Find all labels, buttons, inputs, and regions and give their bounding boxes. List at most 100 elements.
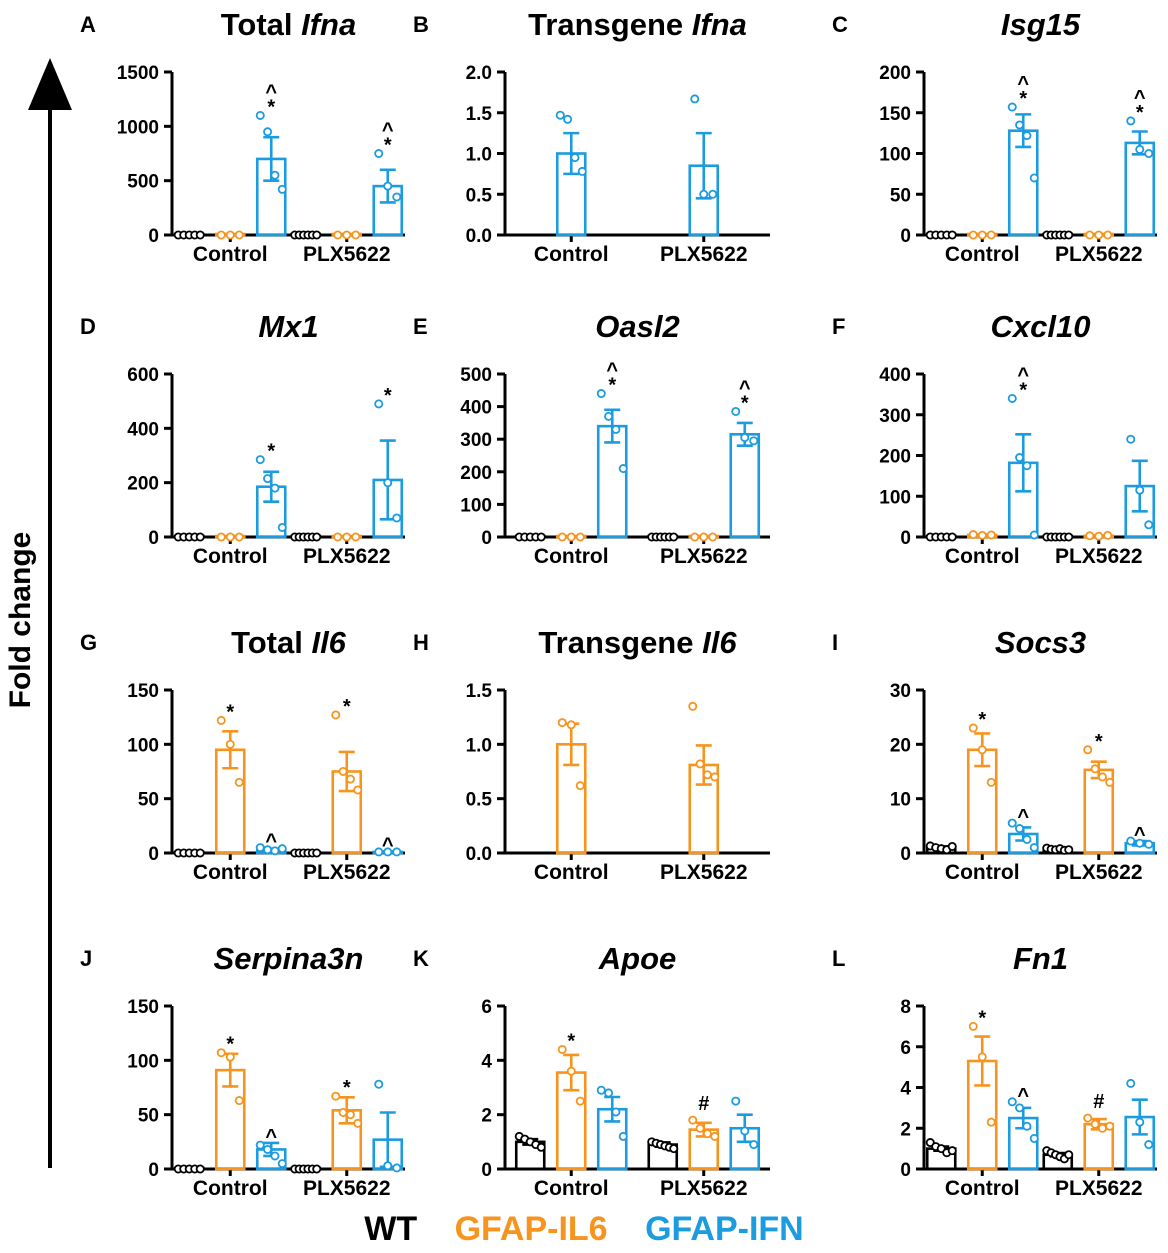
significance-caret: ^	[382, 120, 394, 142]
y-tick-label: 10	[890, 790, 911, 811]
legend: WT GFAP-IL6 GFAP-IFN	[0, 1210, 1168, 1249]
data-point	[618, 1131, 628, 1141]
y-tick-label: 100	[879, 145, 911, 166]
x-tick-label: Control	[193, 1177, 268, 1200]
panel-g: G Total Il6 0 50 100 150 Control PLX5622 * ^ * ^	[80, 625, 405, 884]
significance-asterisk: *	[267, 441, 275, 463]
data-point	[353, 785, 363, 795]
x-tick-label: Control	[945, 1177, 1020, 1200]
data-point	[277, 1159, 287, 1169]
data-point	[575, 532, 585, 542]
data-point	[392, 847, 402, 857]
legend-gfap-il6: GFAP-IL6	[454, 1210, 608, 1248]
panel-letter: A	[80, 12, 96, 37]
data-point	[1144, 148, 1154, 158]
data-point	[1007, 818, 1017, 828]
data-point	[1135, 144, 1145, 154]
panel-letter: J	[80, 946, 92, 971]
significance-asterisk: *	[1019, 379, 1027, 401]
title-gene-name: Il6	[311, 625, 346, 660]
data-point	[731, 406, 741, 416]
y-tick-label: 20	[890, 735, 911, 756]
data-point	[255, 843, 265, 853]
significance-asterisk: *	[978, 1007, 986, 1029]
significance-asterisk: *	[567, 1030, 575, 1052]
panel-title: Transgene Ifna	[528, 7, 747, 42]
y-tick-label: 0.5	[466, 185, 493, 206]
x-tick-label: PLX5622	[303, 545, 391, 568]
data-point	[740, 433, 750, 443]
panel-title: Apoe	[598, 941, 677, 976]
data-point	[690, 94, 700, 104]
significance-hash: #	[1093, 1091, 1104, 1113]
x-tick-label: PLX5622	[303, 861, 391, 884]
data-point	[1097, 1123, 1107, 1133]
y-tick-label: 30	[890, 681, 911, 702]
panel-title: Fn1	[1013, 941, 1068, 976]
y-tick-label: 150	[127, 681, 159, 702]
legend-gfap-ifn: GFAP-IFN	[645, 1210, 804, 1248]
y-tick-label: 0.0	[466, 226, 492, 247]
data-point	[731, 1096, 741, 1106]
significance-asterisk: *	[384, 135, 392, 157]
data-point	[618, 464, 628, 474]
data-point	[351, 532, 361, 542]
data-point	[977, 745, 987, 755]
x-tick-label: Control	[193, 243, 268, 266]
data-point	[710, 772, 720, 782]
data-point	[695, 759, 705, 769]
data-point	[669, 1144, 679, 1154]
data-point	[1090, 764, 1100, 774]
significance-asterisk: *	[1136, 102, 1144, 124]
x-tick-label: Control	[193, 861, 268, 884]
data-point	[270, 1151, 280, 1161]
title-gene-name: Il6	[702, 625, 737, 660]
significance-asterisk: *	[741, 392, 749, 414]
panel-h: H Transgene Il6 0.0 0.5 1.0 1.5 Control PLX5622	[413, 625, 770, 884]
y-tick-label: 400	[127, 419, 159, 440]
y-tick-label: 150	[127, 997, 159, 1018]
y-tick-label: 1000	[117, 117, 159, 138]
panel-title: Cxcl10	[991, 309, 1091, 344]
data-point	[1135, 1117, 1145, 1127]
data-point	[312, 848, 322, 858]
data-point	[977, 530, 987, 540]
data-point	[277, 522, 287, 532]
data-point	[1007, 393, 1017, 403]
x-tick-label: Control	[945, 243, 1020, 266]
significance-asterisk: *	[226, 701, 234, 723]
arrow-head-icon	[28, 58, 72, 110]
data-point	[270, 170, 280, 180]
data-point	[1022, 461, 1032, 471]
data-point	[977, 230, 987, 240]
data-point	[234, 777, 244, 787]
panel-k: K Apoe 0 2 4 6 Control PLX5622 * #	[413, 941, 770, 1200]
data-point	[749, 436, 759, 446]
data-point	[383, 181, 393, 191]
x-tick-label: Control	[945, 861, 1020, 884]
title-gene-name: Mx1	[258, 309, 318, 344]
significance-asterisk: *	[343, 696, 351, 718]
y-tick-label: 0	[900, 1160, 911, 1181]
significance-caret: ^	[1017, 73, 1029, 95]
title-gene-name: Fn1	[1013, 941, 1068, 976]
data-point	[195, 848, 205, 858]
data-point	[1126, 1078, 1136, 1088]
y-tick-label: 500	[460, 365, 492, 386]
data-point	[255, 110, 265, 120]
y-tick-label: 0	[148, 844, 159, 865]
data-point	[1105, 777, 1115, 787]
x-tick-label: PLX5622	[1055, 545, 1143, 568]
bar-gfap-ifn-plx5622	[729, 433, 761, 539]
data-point	[566, 532, 576, 542]
data-point	[566, 720, 576, 730]
panel-l: L Fn1 0 2 4 6 8 Control PLX5622 * ^ #	[832, 941, 1157, 1200]
x-tick-label: PLX5622	[303, 243, 391, 266]
y-tick-label: 1.5	[466, 681, 493, 702]
y-tick-label: 0	[148, 1160, 159, 1181]
data-point	[1135, 838, 1145, 848]
y-tick-label: 100	[127, 735, 159, 756]
panel-letter: H	[413, 630, 429, 655]
title-gene-name: Serpina3n	[214, 941, 364, 976]
y-tick-label: 6	[481, 997, 492, 1018]
